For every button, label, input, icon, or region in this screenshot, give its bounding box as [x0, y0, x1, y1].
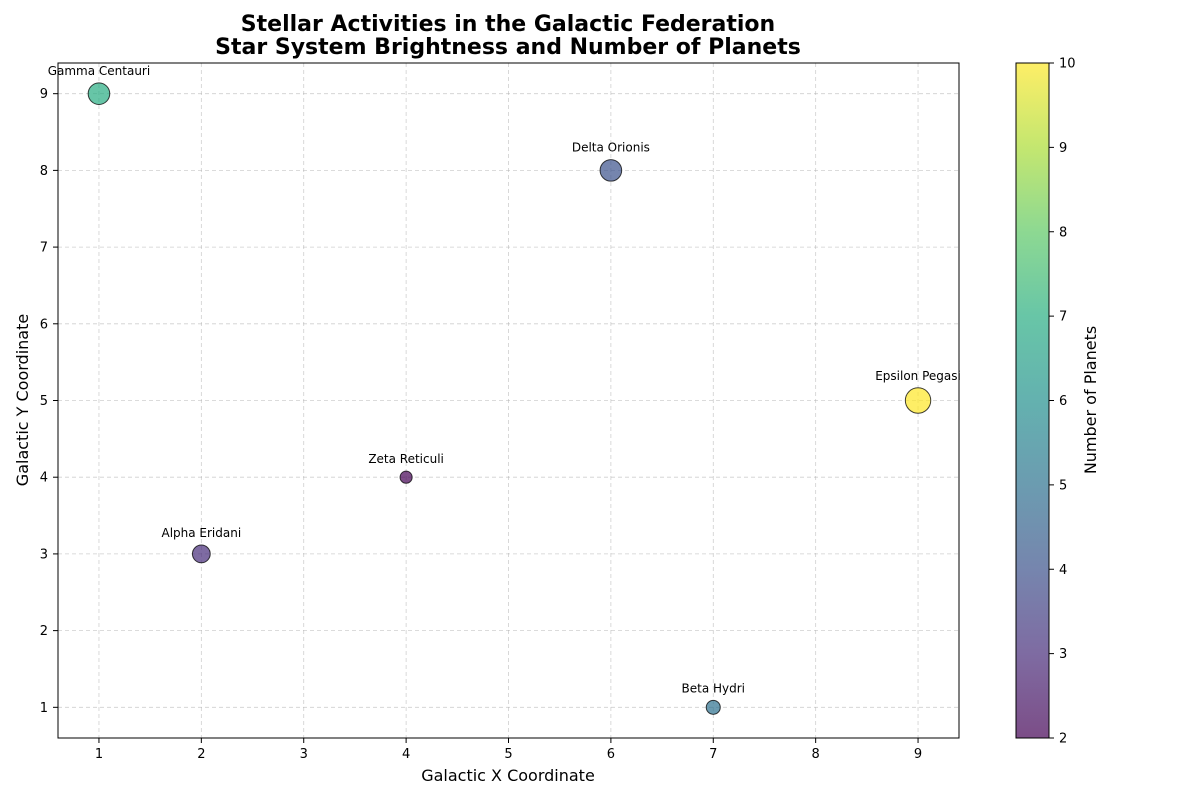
data-point — [399, 470, 413, 484]
axis-ticks: 1 2 3 4 5 6 7 8 9 1 2 3 4 5 6 7 8 9 — [40, 87, 922, 762]
colorbar: 2 3 4 5 6 7 8 9 10 — [1015, 57, 1076, 747]
colorbar-tick-label: 9 — [1059, 141, 1067, 156]
data-point — [904, 387, 932, 414]
x-tick-label: 1 — [95, 747, 103, 762]
data-point-label: Delta Orionis — [572, 141, 650, 155]
data-point-label: Zeta Reticuli — [368, 452, 444, 466]
data-point — [191, 544, 211, 564]
x-axis-label: Galactic X Coordinate — [421, 766, 595, 785]
colorbar-bar — [1016, 63, 1049, 738]
x-tick-label: 7 — [709, 747, 717, 762]
y-tick-label: 4 — [40, 471, 48, 486]
grid — [58, 63, 959, 738]
x-tick-label: 2 — [197, 747, 205, 762]
y-tick-label: 1 — [40, 701, 48, 716]
data-point — [705, 699, 721, 715]
y-tick-label: 3 — [40, 547, 48, 562]
y-tick-label: 9 — [40, 87, 48, 102]
x-tick-label: 4 — [402, 747, 410, 762]
colorbar-tick-label: 7 — [1059, 310, 1067, 325]
colorbar-tick-label: 8 — [1059, 225, 1067, 240]
data-point-label: Gamma Centauri — [48, 64, 151, 78]
y-tick-label: 5 — [40, 394, 48, 409]
colorbar-tick-label: 4 — [1059, 563, 1067, 578]
data-point — [87, 82, 111, 105]
x-tick-label: 6 — [607, 747, 615, 762]
data-point-label: Epsilon Pegasi — [875, 369, 961, 383]
y-tick-label: 7 — [40, 241, 48, 256]
colorbar-tick-label: 6 — [1059, 394, 1067, 409]
y-axis-label: Galactic Y Coordinate — [13, 314, 32, 486]
data-point-label: Beta Hydri — [682, 681, 746, 695]
x-tick-label: 3 — [300, 747, 308, 762]
chart-title-line2: Star System Brightness and Number of Pla… — [215, 35, 801, 60]
y-tick-label: 2 — [40, 624, 48, 639]
colorbar-tick-label: 2 — [1059, 732, 1067, 747]
chart-title-line1: Stellar Activities in the Galactic Feder… — [241, 12, 775, 37]
data-points: Alpha Eridani Beta Hydri Gamma Centauri Del… — [48, 64, 961, 715]
colorbar-label: Number of Planets — [1081, 326, 1100, 474]
y-tick-label: 6 — [40, 317, 48, 332]
data-point — [599, 159, 623, 182]
x-tick-label: 5 — [504, 747, 512, 762]
x-tick-label: 8 — [812, 747, 820, 762]
colorbar-tick-label: 5 — [1059, 478, 1067, 493]
colorbar-tick-label: 10 — [1059, 57, 1076, 72]
y-tick-label: 8 — [40, 164, 48, 179]
x-tick-label: 9 — [914, 747, 922, 762]
data-point-label: Alpha Eridani — [161, 526, 241, 540]
colorbar-tick-label: 3 — [1059, 647, 1067, 662]
